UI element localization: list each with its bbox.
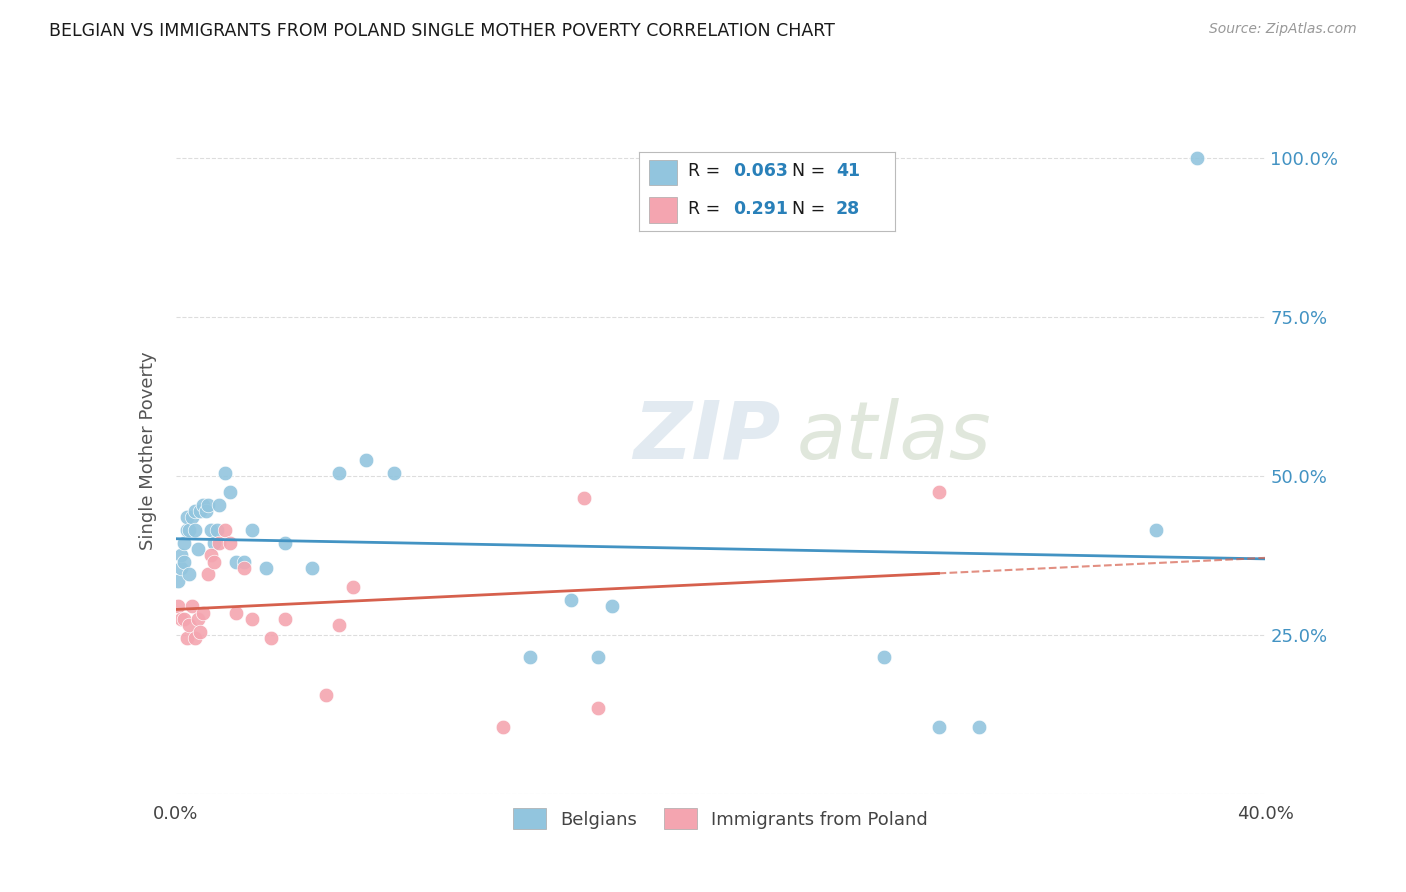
Point xyxy=(928,720,950,734)
Text: 28: 28 xyxy=(837,201,860,219)
Point xyxy=(928,484,950,499)
Point xyxy=(176,523,198,537)
Text: atlas: atlas xyxy=(797,398,991,475)
Point xyxy=(356,453,378,467)
Point xyxy=(560,593,582,607)
Point xyxy=(205,523,228,537)
Text: 0.291: 0.291 xyxy=(734,201,789,219)
Point xyxy=(188,504,211,518)
Text: Source: ZipAtlas.com: Source: ZipAtlas.com xyxy=(1209,22,1357,37)
Point xyxy=(969,720,991,734)
Point xyxy=(184,523,207,537)
Point xyxy=(301,561,323,575)
Point xyxy=(188,624,211,639)
Point xyxy=(342,580,364,594)
Point xyxy=(167,599,190,614)
FancyBboxPatch shape xyxy=(650,197,678,223)
Point xyxy=(219,484,242,499)
Point xyxy=(492,720,515,734)
Point xyxy=(260,631,283,645)
Point xyxy=(328,618,350,632)
Point xyxy=(232,561,254,575)
Text: R =: R = xyxy=(688,162,720,180)
Point xyxy=(873,650,896,665)
Point xyxy=(214,466,236,480)
Point xyxy=(197,567,219,582)
Point xyxy=(184,504,207,518)
Point xyxy=(315,688,337,702)
Point xyxy=(1144,523,1167,537)
Point xyxy=(167,574,190,588)
Point xyxy=(179,523,201,537)
Y-axis label: Single Mother Poverty: Single Mother Poverty xyxy=(139,351,157,549)
Point xyxy=(197,498,219,512)
FancyBboxPatch shape xyxy=(650,160,678,185)
Text: ZIP: ZIP xyxy=(633,398,780,475)
Point xyxy=(191,498,214,512)
Point xyxy=(191,606,214,620)
Point xyxy=(181,599,204,614)
Point xyxy=(274,535,297,549)
Point xyxy=(179,618,201,632)
Point xyxy=(176,631,198,645)
Point xyxy=(208,535,231,549)
Point xyxy=(202,555,225,569)
Point xyxy=(519,650,541,665)
Point xyxy=(194,504,217,518)
Point xyxy=(232,555,254,569)
Text: BELGIAN VS IMMIGRANTS FROM POLAND SINGLE MOTHER POVERTY CORRELATION CHART: BELGIAN VS IMMIGRANTS FROM POLAND SINGLE… xyxy=(49,22,835,40)
Point xyxy=(200,549,222,563)
Point xyxy=(586,701,609,715)
Point xyxy=(240,523,263,537)
Point xyxy=(170,549,193,563)
Point xyxy=(184,631,207,645)
Point xyxy=(202,535,225,549)
Point xyxy=(586,650,609,665)
Point xyxy=(574,491,596,505)
Point xyxy=(274,612,297,626)
Point xyxy=(186,542,209,557)
Text: R =: R = xyxy=(688,201,720,219)
Point xyxy=(200,523,222,537)
Text: N =: N = xyxy=(793,162,825,180)
Point xyxy=(186,612,209,626)
Point xyxy=(181,510,204,524)
Point xyxy=(173,612,195,626)
Point xyxy=(1187,151,1209,165)
Legend: Belgians, Immigrants from Poland: Belgians, Immigrants from Poland xyxy=(506,801,935,837)
Point xyxy=(179,567,201,582)
Point xyxy=(214,523,236,537)
Point xyxy=(328,466,350,480)
Point xyxy=(225,606,247,620)
Text: 41: 41 xyxy=(837,162,860,180)
Point xyxy=(382,466,405,480)
Point xyxy=(600,599,623,614)
Text: 0.063: 0.063 xyxy=(734,162,789,180)
Point xyxy=(219,535,242,549)
Point xyxy=(254,561,277,575)
Point xyxy=(240,612,263,626)
Point xyxy=(173,555,195,569)
Point xyxy=(170,561,193,575)
Point xyxy=(170,612,193,626)
Text: N =: N = xyxy=(793,201,825,219)
Point xyxy=(173,535,195,549)
Point xyxy=(208,498,231,512)
Point xyxy=(225,555,247,569)
Point xyxy=(176,510,198,524)
